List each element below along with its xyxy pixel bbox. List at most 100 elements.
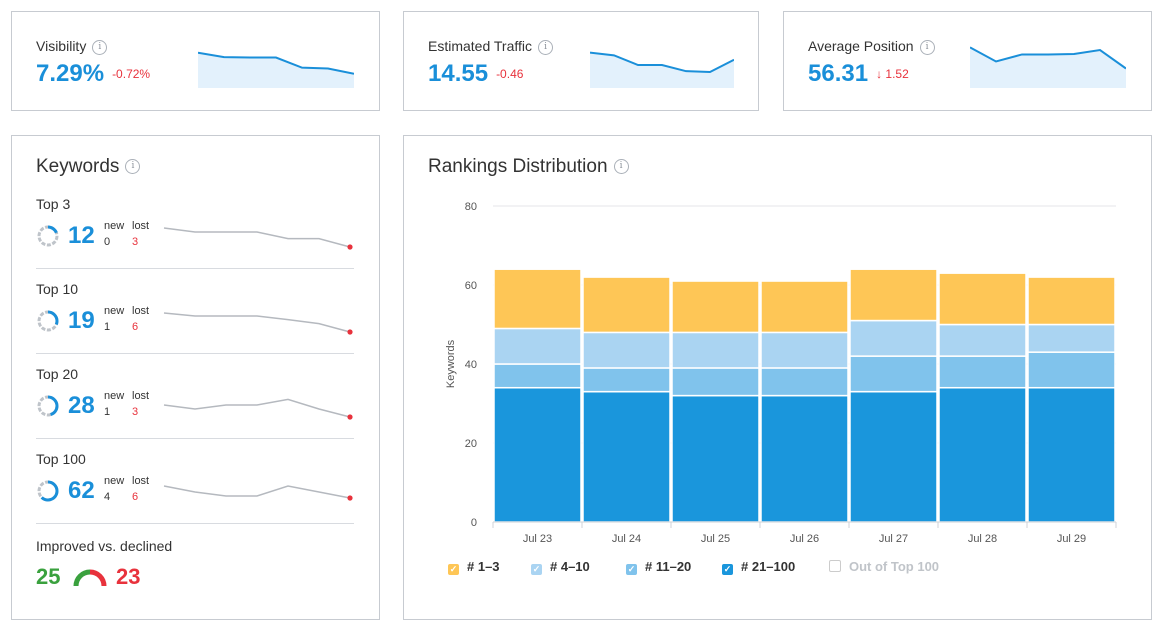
x-tick-label: Jul 28 bbox=[968, 533, 997, 545]
keyword-count[interactable]: 28 bbox=[68, 392, 95, 420]
info-icon[interactable]: i bbox=[920, 40, 935, 55]
new-label: new bbox=[104, 475, 124, 487]
visibility-label: Visibility i bbox=[36, 38, 107, 55]
keyword-group-row: 12 new lost 0 3 bbox=[36, 220, 354, 254]
traffic-delta: -0.46 bbox=[496, 67, 523, 81]
bar-segment[interactable] bbox=[1028, 352, 1115, 388]
rankings-card: Rankings Distribution i 0 20 40 60 80 Keywords… bbox=[403, 135, 1152, 620]
bar-segment[interactable] bbox=[850, 321, 937, 357]
keywords-card: Keywords i Top 3 12 new lost 0 3 Top 10 19 new los… bbox=[11, 135, 380, 620]
new-count[interactable]: 1 bbox=[104, 321, 110, 333]
bar-segment[interactable] bbox=[850, 392, 937, 522]
y-tick-label: 0 bbox=[471, 517, 477, 529]
keyword-group: Top 100 62 new lost 4 6 bbox=[36, 451, 354, 509]
bar-segment[interactable] bbox=[583, 368, 670, 392]
legend-item[interactable]: ✓ # 11–20 bbox=[626, 559, 691, 575]
keyword-count[interactable]: 12 bbox=[68, 222, 95, 250]
trend-end-dot bbox=[347, 495, 352, 500]
bar-segment[interactable] bbox=[672, 368, 759, 396]
legend-label: # 4–10 bbox=[550, 559, 590, 574]
keyword-count[interactable]: 19 bbox=[68, 307, 95, 335]
bar-segment[interactable] bbox=[939, 325, 1026, 357]
new-count[interactable]: 1 bbox=[104, 406, 110, 418]
rankings-title: Rankings Distribution i bbox=[428, 156, 629, 178]
bar-segment[interactable] bbox=[494, 364, 581, 388]
keyword-group: Top 10 19 new lost 1 6 bbox=[36, 281, 354, 339]
bar-segment[interactable] bbox=[1028, 277, 1115, 324]
new-label: new bbox=[104, 390, 124, 402]
bar-segment[interactable] bbox=[494, 328, 581, 364]
bar-segment[interactable] bbox=[583, 392, 670, 522]
keyword-trend-sparkline bbox=[162, 394, 356, 420]
new-count[interactable]: 4 bbox=[104, 491, 110, 503]
improved-count: 25 bbox=[36, 564, 60, 590]
lost-count[interactable]: 3 bbox=[132, 236, 138, 248]
rankings-chart: 020406080KeywordsJul 23 Jul 24 Jul 25 Jul 2… bbox=[404, 191, 1149, 551]
divider bbox=[36, 523, 354, 524]
visibility-sparkline bbox=[198, 42, 354, 88]
position-label: Average Position i bbox=[808, 38, 935, 55]
visibility-delta: -0.72% bbox=[112, 67, 150, 81]
position-delta: ↓ 1.52 bbox=[876, 67, 909, 81]
checkbox-unchecked-icon[interactable] bbox=[829, 560, 841, 572]
bar-segment[interactable] bbox=[850, 269, 937, 320]
keyword-group-title: Top 3 bbox=[36, 196, 354, 212]
bar-segment[interactable] bbox=[1028, 325, 1115, 353]
bar-segment[interactable] bbox=[761, 368, 848, 396]
y-tick-label: 60 bbox=[465, 280, 477, 292]
bar-segment[interactable] bbox=[850, 356, 937, 392]
legend-item[interactable]: Out of Top 100 bbox=[829, 559, 939, 574]
keyword-trend-sparkline bbox=[162, 309, 356, 335]
keyword-group: Top 20 28 new lost 1 3 bbox=[36, 366, 354, 424]
legend-label: Out of Top 100 bbox=[849, 559, 939, 574]
bar-segment[interactable] bbox=[761, 281, 848, 332]
bar-segment[interactable] bbox=[583, 332, 670, 368]
legend-item[interactable]: ✓ # 21–100 bbox=[722, 559, 795, 575]
bar-segment[interactable] bbox=[939, 273, 1026, 324]
keyword-group: Top 3 12 new lost 0 3 bbox=[36, 196, 354, 254]
info-icon[interactable]: i bbox=[125, 159, 140, 174]
bar-segment[interactable] bbox=[494, 269, 581, 328]
info-icon[interactable]: i bbox=[614, 159, 629, 174]
keyword-count[interactable]: 62 bbox=[68, 477, 95, 505]
info-icon[interactable]: i bbox=[538, 40, 553, 55]
new-label: new bbox=[104, 220, 124, 232]
bar-segment[interactable] bbox=[761, 396, 848, 522]
ring-icon bbox=[36, 309, 60, 333]
lost-count[interactable]: 6 bbox=[132, 321, 138, 333]
improved-declined-row: 25 23 bbox=[36, 564, 236, 594]
trend-end-dot bbox=[347, 244, 352, 249]
bar-segment[interactable] bbox=[939, 388, 1026, 522]
y-axis-label: Keywords bbox=[445, 339, 457, 388]
new-count[interactable]: 0 bbox=[104, 236, 110, 248]
y-tick-label: 80 bbox=[465, 201, 477, 213]
keyword-group-row: 19 new lost 1 6 bbox=[36, 305, 354, 339]
checkbox-checked-icon[interactable]: ✓ bbox=[531, 564, 542, 575]
bar-segment[interactable] bbox=[672, 332, 759, 368]
bar-segment[interactable] bbox=[1028, 388, 1115, 522]
checkbox-checked-icon[interactable]: ✓ bbox=[626, 564, 637, 575]
lost-count[interactable]: 3 bbox=[132, 406, 138, 418]
bar-segment[interactable] bbox=[939, 356, 1026, 388]
bar-segment[interactable] bbox=[672, 281, 759, 332]
improved-declined-gauge-icon bbox=[72, 566, 108, 588]
improved-declined-label: Improved vs. declined bbox=[36, 538, 172, 554]
divider bbox=[36, 268, 354, 269]
traffic-sparkline bbox=[590, 42, 734, 88]
legend-item[interactable]: ✓ # 4–10 bbox=[531, 559, 590, 575]
trend-line bbox=[164, 313, 350, 332]
lost-label: lost bbox=[132, 475, 149, 487]
bar-segment[interactable] bbox=[672, 396, 759, 522]
info-icon[interactable]: i bbox=[92, 40, 107, 55]
bar-segment[interactable] bbox=[761, 332, 848, 368]
legend-item[interactable]: ✓ # 1–3 bbox=[448, 559, 500, 575]
checkbox-checked-icon[interactable]: ✓ bbox=[448, 564, 459, 575]
trend-line bbox=[164, 399, 350, 417]
checkbox-checked-icon[interactable]: ✓ bbox=[722, 564, 733, 575]
bar-segment[interactable] bbox=[494, 388, 581, 522]
legend-label: # 11–20 bbox=[645, 559, 691, 574]
bar-segment[interactable] bbox=[583, 277, 670, 332]
trend-end-dot bbox=[347, 414, 352, 419]
x-tick-label: Jul 24 bbox=[612, 533, 641, 545]
lost-count[interactable]: 6 bbox=[132, 491, 138, 503]
